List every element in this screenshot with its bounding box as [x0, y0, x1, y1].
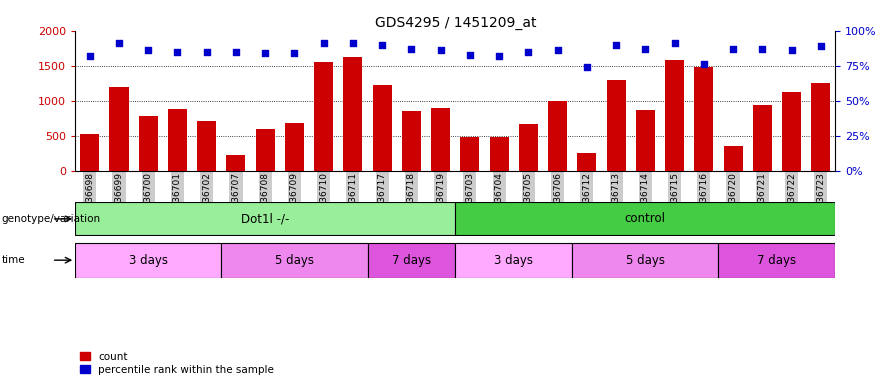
Point: [551, 47, 565, 53]
Bar: [606, 80, 626, 171]
Bar: [548, 101, 568, 171]
Bar: [368, 243, 455, 278]
Bar: [139, 116, 157, 171]
Bar: [719, 243, 835, 278]
Bar: [255, 129, 275, 171]
Bar: [694, 67, 713, 171]
Bar: [373, 85, 392, 171]
Legend: count, percentile rank within the sample: count, percentile rank within the sample: [80, 352, 274, 375]
Point: [83, 53, 97, 59]
Point: [258, 50, 272, 56]
Text: genotype/variation: genotype/variation: [2, 214, 101, 224]
Bar: [226, 155, 246, 171]
Point: [463, 51, 477, 58]
Bar: [110, 88, 128, 171]
Point: [112, 40, 126, 46]
Bar: [572, 243, 719, 278]
Point: [638, 46, 652, 52]
Bar: [455, 243, 572, 278]
Point: [375, 42, 389, 48]
Point: [346, 40, 360, 46]
Bar: [431, 108, 450, 171]
Point: [813, 43, 827, 49]
Bar: [197, 121, 217, 171]
Bar: [636, 110, 655, 171]
Bar: [343, 57, 362, 171]
Text: 7 days: 7 days: [392, 254, 431, 266]
Text: 3 days: 3 days: [494, 254, 533, 266]
Bar: [455, 202, 835, 235]
Bar: [168, 109, 187, 171]
Text: Dot1l -/-: Dot1l -/-: [241, 212, 289, 225]
Point: [580, 64, 594, 70]
Bar: [577, 153, 597, 171]
Bar: [665, 60, 684, 171]
Bar: [723, 146, 743, 171]
Text: 5 days: 5 days: [275, 254, 314, 266]
Text: time: time: [2, 255, 26, 265]
Bar: [80, 134, 99, 171]
Text: control: control: [625, 212, 666, 225]
Point: [609, 42, 623, 48]
Point: [200, 49, 214, 55]
Text: 5 days: 5 days: [626, 254, 665, 266]
Bar: [221, 243, 368, 278]
Bar: [519, 124, 537, 171]
Title: GDS4295 / 1451209_at: GDS4295 / 1451209_at: [375, 16, 536, 30]
Point: [316, 40, 331, 46]
Point: [404, 46, 418, 52]
Point: [726, 46, 740, 52]
Point: [433, 47, 447, 53]
Text: 3 days: 3 days: [129, 254, 168, 266]
Point: [667, 40, 682, 46]
Point: [141, 47, 156, 53]
Bar: [402, 111, 421, 171]
Point: [287, 50, 301, 56]
Bar: [782, 93, 801, 171]
Point: [522, 49, 536, 55]
Point: [697, 61, 711, 68]
Point: [229, 49, 243, 55]
Bar: [314, 62, 333, 171]
Text: 7 days: 7 days: [758, 254, 796, 266]
Point: [492, 53, 507, 59]
Bar: [75, 202, 455, 235]
Bar: [285, 123, 304, 171]
Point: [784, 47, 798, 53]
Bar: [461, 137, 479, 171]
Bar: [490, 137, 508, 171]
Point: [171, 49, 185, 55]
Point: [755, 46, 769, 52]
Bar: [75, 243, 221, 278]
Bar: [812, 83, 830, 171]
Bar: [753, 105, 772, 171]
